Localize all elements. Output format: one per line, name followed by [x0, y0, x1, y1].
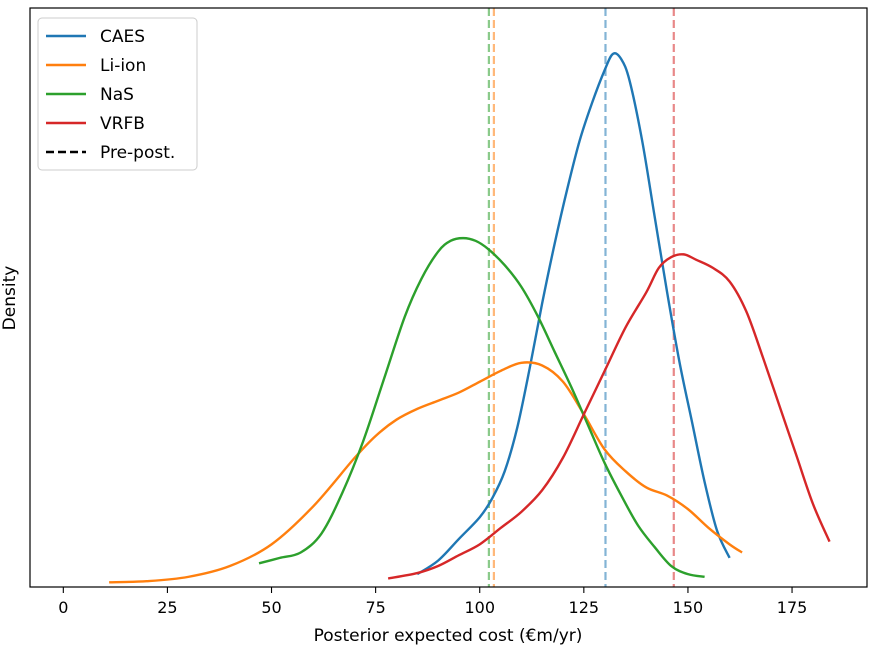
series-line-vrfb: [387, 253, 831, 580]
legend: CAES Li-ion NaS VRFB Pre-post.: [37, 17, 198, 171]
legend-label-vrfb: VRFB: [100, 114, 145, 134]
reference-lines: [487, 8, 675, 587]
x-tick-label: 75: [365, 598, 385, 617]
density-curves: [109, 52, 831, 584]
y-axis-label: Density: [0, 266, 20, 331]
x-tick-label: 125: [569, 598, 600, 617]
x-tick-label: 175: [777, 598, 808, 617]
x-tick-label: 50: [261, 598, 281, 617]
series-line-nas: [258, 236, 705, 579]
x-tick-label: 25: [157, 598, 177, 617]
legend-label-li-ion: Li-ion: [100, 56, 146, 76]
legend-label-nas: NaS: [100, 85, 134, 105]
legend-box: [37, 17, 198, 171]
plot-frame: [29, 7, 868, 588]
series-line-caes: [416, 52, 731, 576]
legend-label-pre-post: Pre-post.: [100, 143, 175, 163]
x-tick-label: 150: [673, 598, 704, 617]
legend-label-caes: CAES: [100, 27, 145, 47]
series-line-li-ion: [109, 361, 743, 584]
x-tick-label: 0: [58, 598, 68, 617]
x-tick-label: 100: [464, 598, 495, 617]
x-axis-label: Posterior expected cost (€m/yr): [314, 626, 583, 646]
x-axis: 0 25 50 75 100 125 150 175: [58, 587, 807, 617]
